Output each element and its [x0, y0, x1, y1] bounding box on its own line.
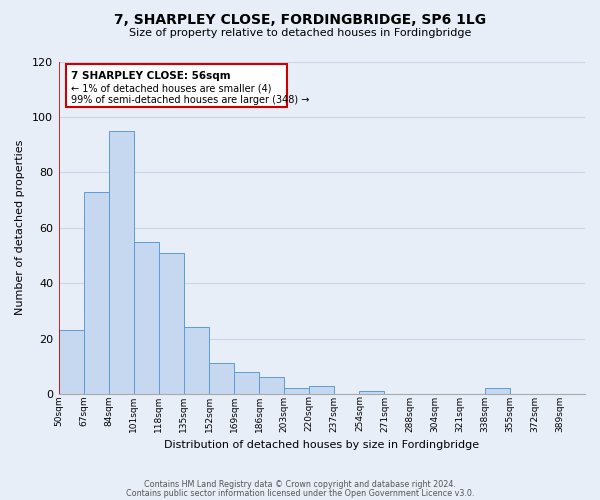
Text: Size of property relative to detached houses in Fordingbridge: Size of property relative to detached ho… [129, 28, 471, 38]
Bar [83, 192, 109, 394]
Bar [359, 391, 385, 394]
Y-axis label: Number of detached properties: Number of detached properties [15, 140, 25, 316]
Bar [309, 386, 334, 394]
Bar [134, 242, 159, 394]
Text: 99% of semi-detached houses are larger (348) →: 99% of semi-detached houses are larger (… [71, 94, 310, 104]
X-axis label: Distribution of detached houses by size in Fordingbridge: Distribution of detached houses by size … [164, 440, 479, 450]
Bar [234, 372, 259, 394]
Text: Contains public sector information licensed under the Open Government Licence v3: Contains public sector information licen… [126, 488, 474, 498]
Bar [259, 378, 284, 394]
Text: Contains HM Land Registry data © Crown copyright and database right 2024.: Contains HM Land Registry data © Crown c… [144, 480, 456, 489]
Bar [109, 131, 134, 394]
Bar [184, 328, 209, 394]
Text: ← 1% of detached houses are smaller (4): ← 1% of detached houses are smaller (4) [71, 84, 272, 94]
Bar [485, 388, 510, 394]
Bar [59, 330, 83, 394]
Bar [159, 252, 184, 394]
Bar [284, 388, 309, 394]
FancyBboxPatch shape [66, 64, 287, 107]
Text: 7, SHARPLEY CLOSE, FORDINGBRIDGE, SP6 1LG: 7, SHARPLEY CLOSE, FORDINGBRIDGE, SP6 1L… [114, 12, 486, 26]
Bar [209, 364, 234, 394]
Text: 7 SHARPLEY CLOSE: 56sqm: 7 SHARPLEY CLOSE: 56sqm [71, 71, 231, 81]
